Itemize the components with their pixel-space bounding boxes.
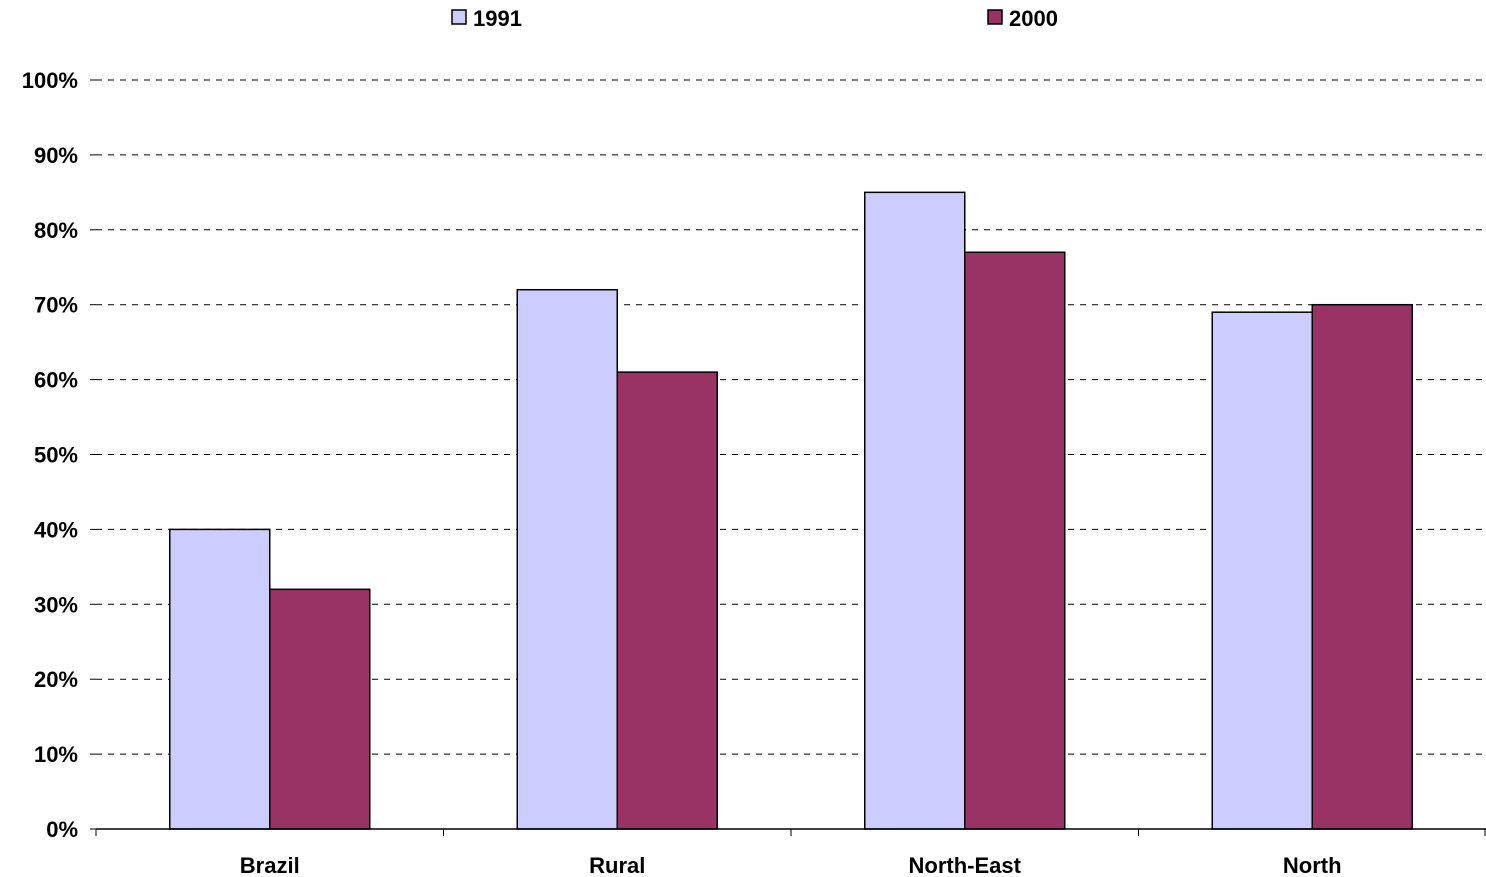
axes [95,828,1486,836]
y-tick-label: 50% [34,443,78,468]
x-category-label: Rural [589,853,645,877]
bar-1991-rural [516,288,618,830]
bar-1991-brazil [169,528,271,830]
bar-1991-north [1211,311,1313,830]
x-category-label: North [1283,853,1342,877]
bar-2000-brazil [269,588,371,830]
bar-2000-north-east [964,251,1066,830]
y-tick-label: 80% [34,218,78,243]
x-category-label: Brazil [240,853,300,877]
y-tick-label: 60% [34,368,78,393]
legend-label-2000: 2000 [1009,6,1058,31]
y-tick-label: 0% [46,817,78,842]
bars [169,191,1413,830]
y-tick-label: 90% [34,143,78,168]
y-tick-label: 40% [34,517,78,542]
y-tick-label: 100% [22,68,78,93]
legend-swatch-2000 [987,9,1003,25]
bar-2000-rural [616,371,718,830]
legend-swatch-1991 [451,9,467,25]
legend: 1991 2000 [451,6,1058,31]
y-tick-labels: 0% 10% 20% 30% 40% 50% 60% 70% 80% 90% 100% [22,68,78,842]
y-tick-label: 30% [34,592,78,617]
x-category-label: North-East [909,853,1022,877]
bar-1991-north-east [864,191,966,830]
x-category-labels: Brazil Rural North-East North [240,853,1342,877]
bar-2000-north [1311,303,1413,830]
y-tick-label: 20% [34,667,78,692]
legend-label-1991: 1991 [473,6,522,31]
y-tick-label: 10% [34,742,78,767]
y-tick-label: 70% [34,293,78,318]
